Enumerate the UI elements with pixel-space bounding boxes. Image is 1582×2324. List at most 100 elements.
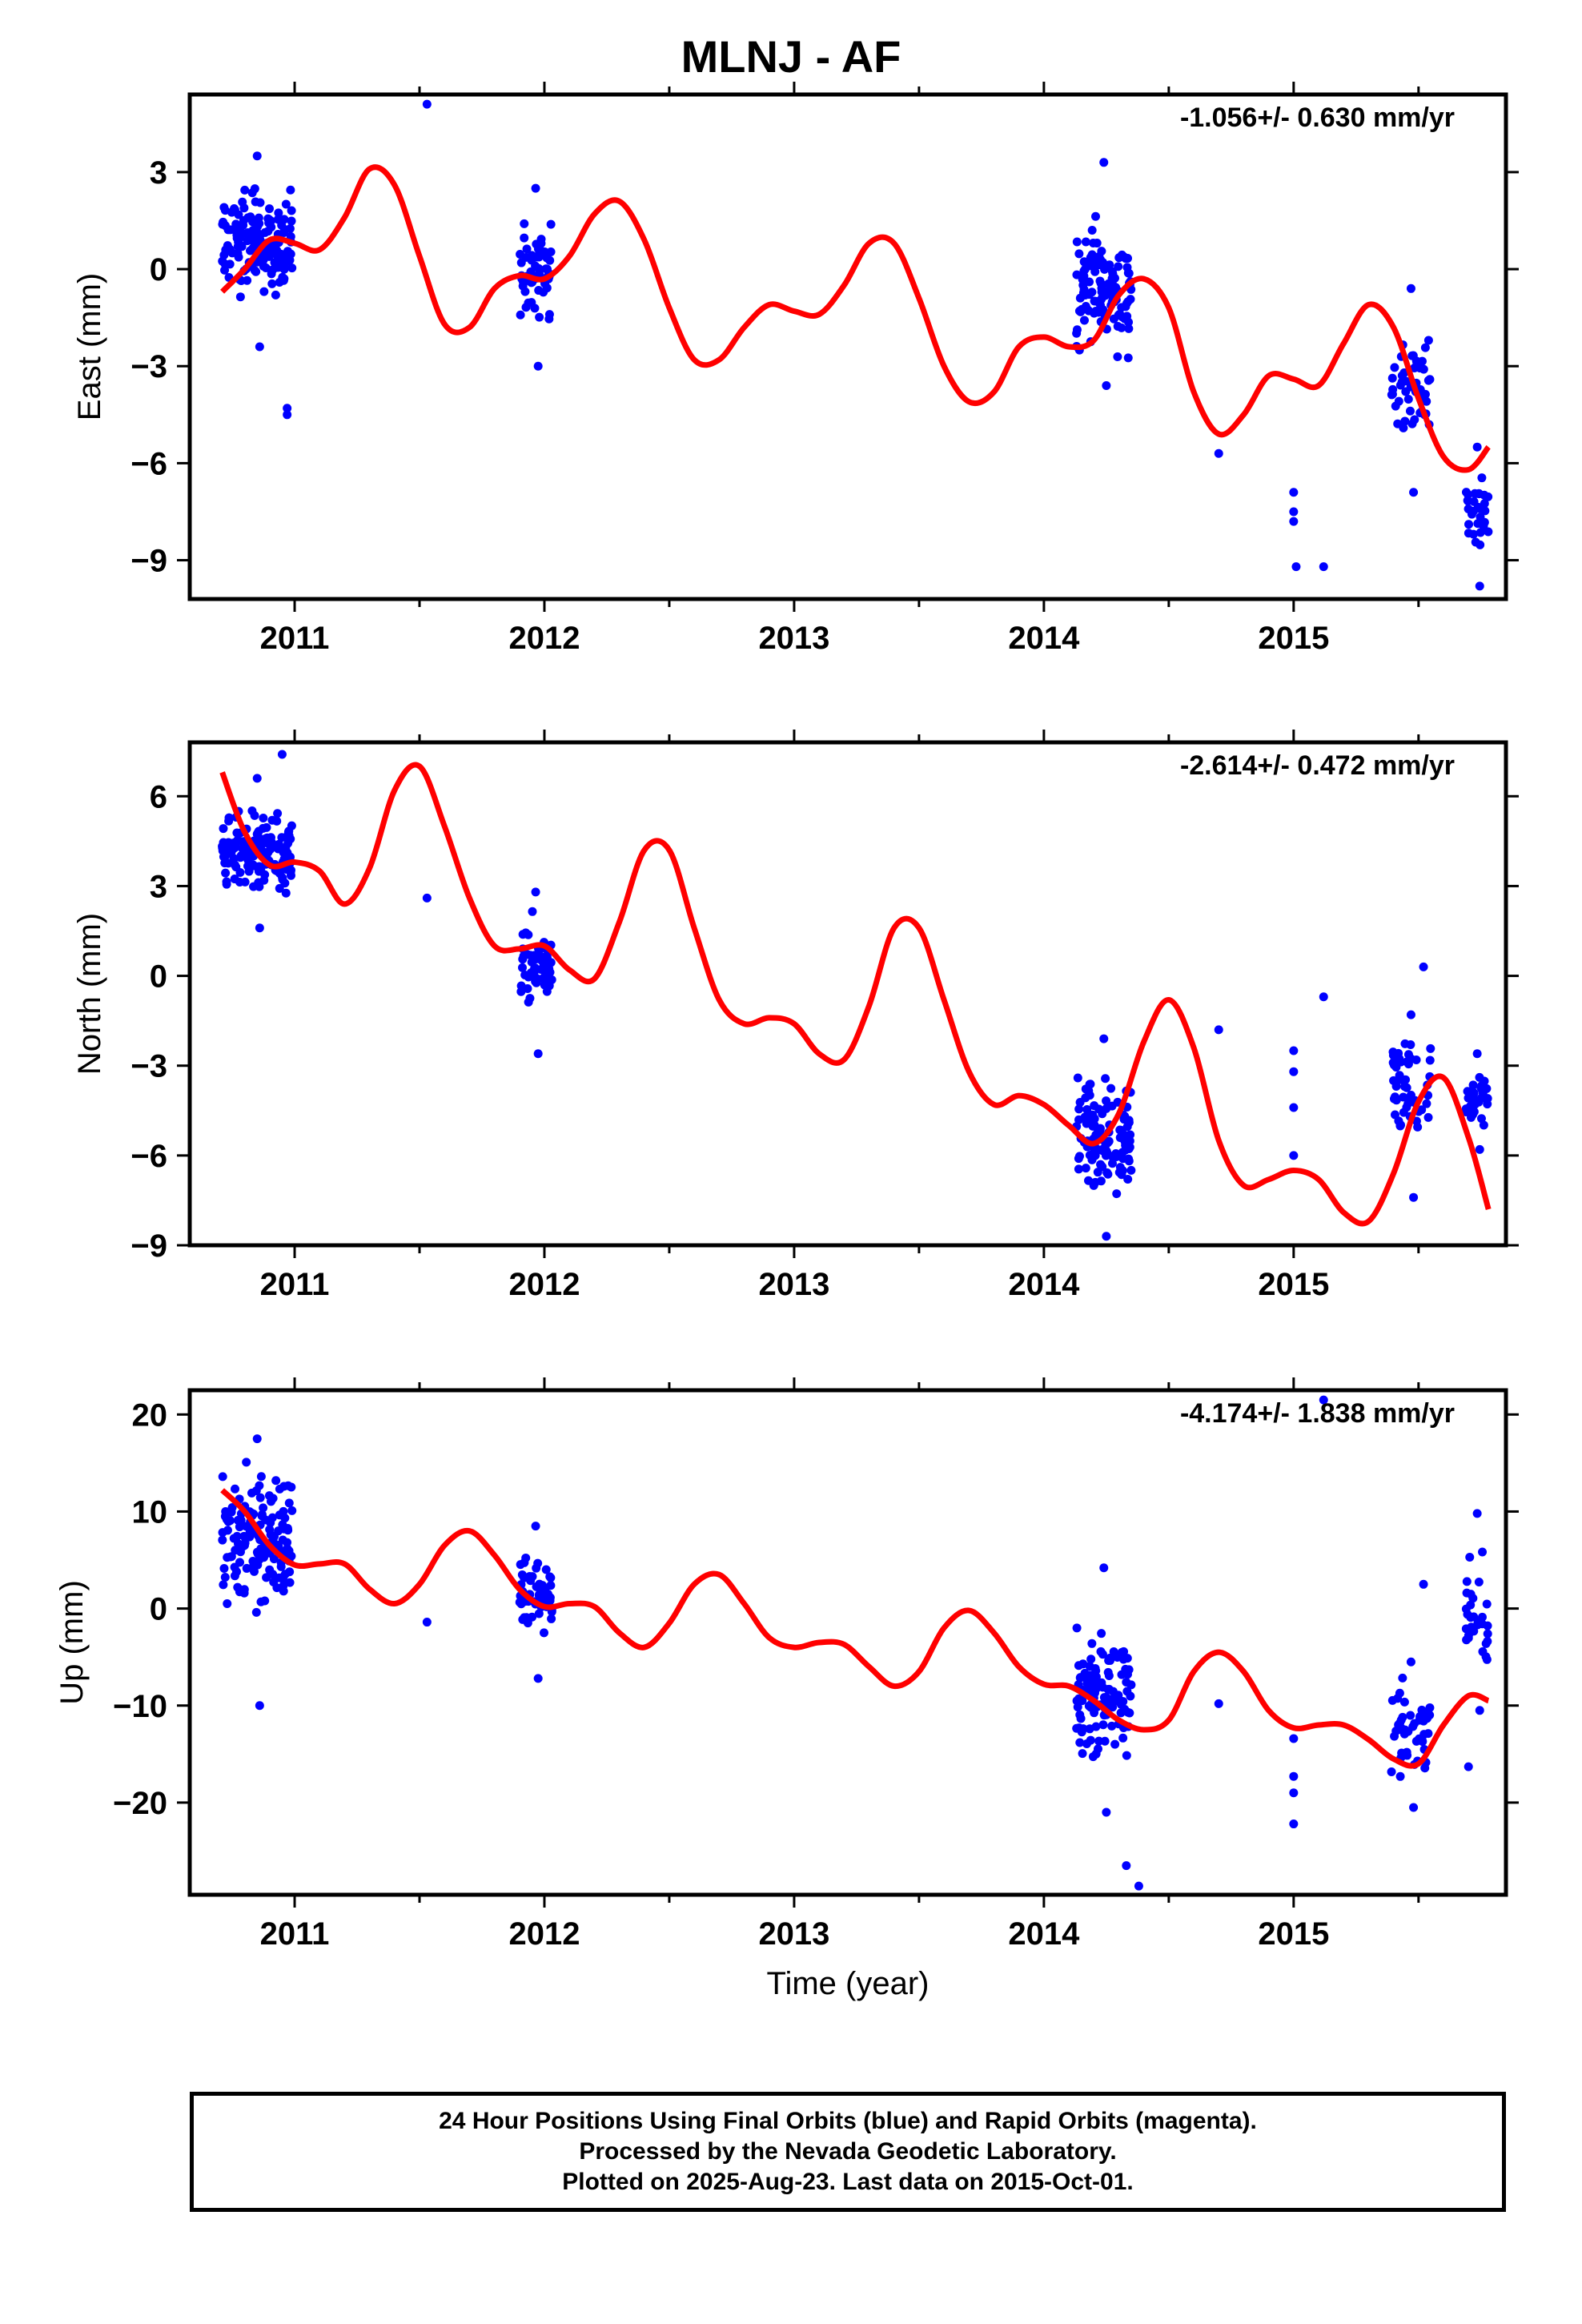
- east-data-point: [276, 249, 286, 259]
- north-data-point: [1467, 1107, 1476, 1116]
- north-data-point: [252, 774, 262, 783]
- up-x-tick-label: 2013: [758, 1916, 829, 1952]
- up-x-tick-label: 2012: [508, 1916, 580, 1952]
- up-data-point: [1099, 1693, 1109, 1703]
- east-data-point: [1403, 395, 1413, 404]
- north-data-point: [280, 879, 290, 888]
- up-data-point: [1409, 1803, 1419, 1812]
- up-data-point: [531, 1522, 540, 1531]
- up-data-point: [255, 1493, 265, 1502]
- north-y-tick-label: 0: [150, 959, 167, 995]
- east-data-point: [1319, 562, 1328, 572]
- east-data-point: [1395, 380, 1405, 390]
- east-data-point: [1464, 529, 1473, 538]
- east-data-point: [1117, 303, 1126, 312]
- up-data-point: [533, 1558, 543, 1568]
- up-data-point: [279, 1506, 288, 1516]
- north-fit-curve: [219, 762, 1492, 1227]
- north-data-point: [527, 970, 536, 979]
- up-data-point: [1104, 1671, 1114, 1680]
- east-data-point: [518, 281, 528, 291]
- up-y-tick-label: −20: [113, 1786, 167, 1821]
- up-data-point: [232, 1531, 242, 1541]
- east-y-tick-label: 0: [150, 252, 167, 287]
- east-data-point: [259, 287, 269, 296]
- north-data-point: [1411, 1055, 1421, 1064]
- up-data-point: [1085, 1724, 1094, 1734]
- up-rate-annotation: -4.174+/- 1.838 mm/yr: [1180, 1398, 1455, 1429]
- north-points: [218, 750, 1492, 1241]
- north-y-tick-label: 3: [150, 869, 167, 904]
- east-data-point: [1091, 211, 1101, 221]
- north-data-point: [235, 868, 245, 878]
- north-data-point: [1125, 1136, 1134, 1146]
- north-data-point: [1480, 1076, 1489, 1086]
- east-data-point: [535, 312, 544, 322]
- up-data-point: [1214, 1699, 1223, 1708]
- up-data-point: [283, 1538, 292, 1547]
- east-data-point: [1407, 419, 1417, 428]
- east-data-point: [520, 219, 529, 228]
- north-data-point: [247, 806, 257, 816]
- east-data-point: [240, 185, 250, 195]
- east-data-point: [287, 206, 296, 215]
- up-data-point: [1465, 1552, 1475, 1562]
- north-data-point: [1123, 1174, 1133, 1184]
- up-data-point: [1478, 1547, 1488, 1557]
- east-data-point: [287, 216, 296, 226]
- up-data-point: [233, 1582, 243, 1592]
- east-data-point: [283, 250, 292, 259]
- north-data-point: [1214, 1025, 1223, 1035]
- east-data-point: [255, 342, 264, 352]
- north-data-point: [532, 978, 541, 987]
- up-data-point: [1072, 1623, 1082, 1633]
- east-data-point: [261, 263, 271, 272]
- north-plot-frame: [187, 740, 1508, 1248]
- north-data-point: [221, 868, 231, 878]
- up-data-point: [284, 1546, 294, 1555]
- east-data-point: [1420, 343, 1430, 352]
- east-data-point: [1417, 356, 1427, 366]
- east-data-point: [1072, 325, 1082, 335]
- up-data-point: [255, 1555, 264, 1565]
- up-data-point: [539, 1590, 548, 1600]
- up-data-point: [1126, 1691, 1135, 1701]
- east-data-point: [1387, 390, 1396, 400]
- up-data-point: [1482, 1599, 1492, 1609]
- north-data-point: [1391, 1063, 1401, 1072]
- east-data-point: [1124, 324, 1134, 333]
- east-y-tick-label: −9: [130, 544, 167, 579]
- east-data-point: [286, 185, 295, 195]
- north-data-point: [1098, 1162, 1107, 1172]
- north-data-point: [1101, 1148, 1110, 1157]
- up-data-point: [1122, 1751, 1131, 1760]
- up-data-point: [1410, 1719, 1419, 1728]
- north-data-point: [542, 951, 552, 960]
- east-data-point: [545, 255, 555, 265]
- north-data-point: [1466, 1094, 1476, 1104]
- east-data-point: [233, 248, 243, 258]
- north-data-point: [521, 928, 531, 938]
- up-data-point: [255, 1481, 264, 1490]
- up-data-point: [1387, 1767, 1396, 1777]
- east-data-point: [522, 244, 532, 254]
- east-data-point: [283, 404, 292, 413]
- east-rate-annotation: -1.056+/- 0.630 mm/yr: [1180, 103, 1455, 133]
- east-x-tick-label: 2013: [758, 621, 829, 656]
- up-data-point: [227, 1552, 236, 1562]
- east-data-point: [220, 265, 230, 275]
- up-data-point: [227, 1502, 237, 1512]
- north-data-point: [1400, 1039, 1410, 1048]
- up-data-point: [220, 1512, 230, 1522]
- north-data-point: [262, 822, 271, 832]
- up-data-point: [1122, 1654, 1132, 1663]
- east-x-tick-label: 2014: [1008, 621, 1080, 656]
- up-data-point: [220, 1573, 230, 1582]
- east-data-point: [516, 310, 525, 320]
- chart-title: MLNJ - AF: [681, 31, 901, 82]
- up-data-point: [1483, 1629, 1492, 1638]
- east-data-point: [1409, 488, 1419, 497]
- north-data-point: [1395, 1054, 1404, 1063]
- east-data-point: [1087, 226, 1097, 235]
- north-data-point: [1124, 1154, 1134, 1164]
